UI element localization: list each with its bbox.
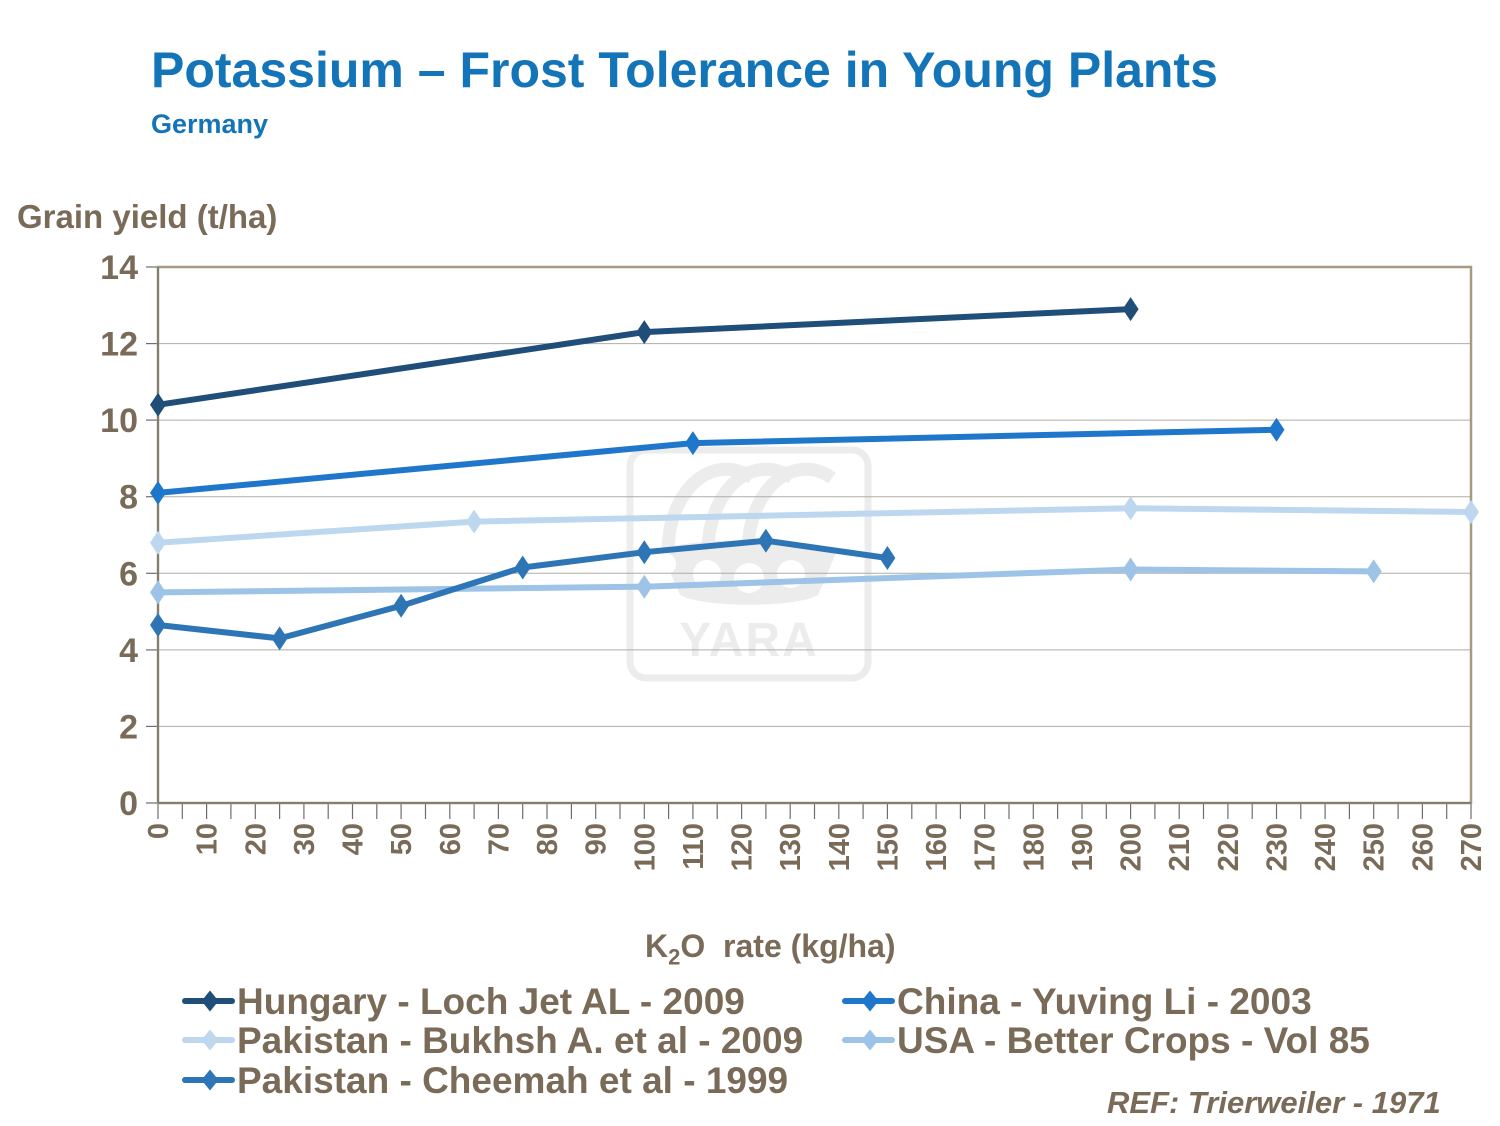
svg-text:10: 10 (192, 823, 224, 855)
svg-text:6: 6 (119, 555, 138, 593)
svg-text:220: 220 (1213, 823, 1245, 871)
svg-text:200: 200 (1116, 823, 1148, 871)
svg-text:40: 40 (338, 823, 370, 855)
svg-text:90: 90 (581, 823, 613, 855)
svg-text:20: 20 (240, 823, 272, 855)
svg-text:0: 0 (143, 823, 175, 839)
svg-text:190: 190 (1067, 823, 1099, 871)
svg-text:100: 100 (629, 823, 661, 871)
svg-text:12: 12 (100, 326, 138, 364)
svg-text:0: 0 (119, 785, 138, 823)
svg-text:270: 270 (1456, 823, 1488, 871)
svg-text:130: 130 (775, 823, 807, 871)
svg-text:260: 260 (1407, 823, 1439, 871)
svg-text:30: 30 (289, 823, 321, 855)
svg-text:70: 70 (483, 823, 515, 855)
svg-text:170: 170 (970, 823, 1002, 871)
svg-text:250: 250 (1359, 823, 1391, 871)
svg-text:2: 2 (119, 708, 138, 746)
svg-text:150: 150 (872, 823, 904, 871)
svg-text:60: 60 (435, 823, 467, 855)
svg-text:80: 80 (532, 823, 564, 855)
svg-text:240: 240 (1310, 823, 1342, 871)
svg-text:160: 160 (921, 823, 953, 871)
svg-text:10: 10 (100, 402, 138, 440)
svg-text:180: 180 (1018, 823, 1050, 871)
svg-text:14: 14 (100, 249, 138, 287)
svg-text:120: 120 (727, 823, 759, 871)
svg-text:4: 4 (119, 632, 138, 670)
svg-text:110: 110 (678, 823, 710, 870)
svg-text:140: 140 (824, 823, 856, 871)
svg-text:50: 50 (386, 823, 418, 855)
svg-text:210: 210 (1164, 823, 1196, 871)
svg-text:230: 230 (1262, 823, 1294, 871)
svg-text:8: 8 (119, 479, 138, 517)
